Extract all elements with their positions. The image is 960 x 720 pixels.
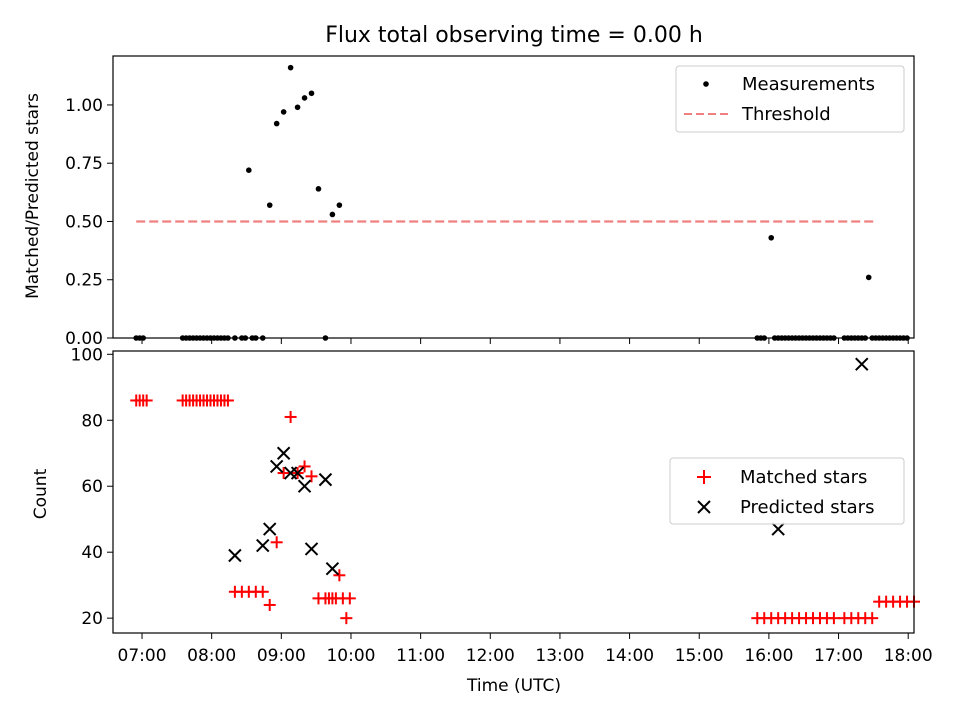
legend-predicted-label: Predicted stars (740, 497, 874, 518)
bottom-x-tick-label: 17:00 (814, 646, 863, 666)
bottom-x-tick-label: 15:00 (675, 646, 724, 666)
bottom-panel: Count Time (UTC) 20 40 60 80 100 07:00 08:00 09… (31, 345, 933, 696)
top-plot-frame (112, 55, 915, 339)
top-y-tick-label: 0.75 (65, 154, 103, 174)
bottom-x-tick-label: 13:00 (535, 646, 584, 666)
matched-star-point (866, 612, 879, 625)
matched-star-point (322, 592, 335, 605)
predicted-star-point (304, 542, 319, 556)
matched-star-point (221, 394, 234, 407)
legend-threshold-label: Threshold (741, 104, 831, 125)
legend-predicted-marker (697, 500, 711, 514)
predicted-star-point (256, 538, 270, 553)
measurement-point (280, 109, 287, 115)
bottom-x-tick-label: 11:00 (396, 646, 445, 666)
predicted-star-point (290, 466, 305, 480)
predicted-star-point (318, 472, 333, 487)
predicted-star-points (228, 357, 869, 576)
bottom-y-tick-label: 20 (81, 609, 103, 629)
measurement-point (246, 167, 252, 173)
measurement-point (768, 234, 775, 241)
measurement-point (315, 186, 322, 192)
top-y-tick-label: 0.25 (65, 271, 103, 291)
predicted-star-point (269, 459, 284, 474)
x-axis-label: Time (UTC) (466, 676, 561, 696)
top-legend: Measurements Threshold (675, 65, 905, 133)
predicted-star-point (276, 446, 291, 460)
bottom-y-axis-label: Count (31, 468, 51, 519)
matched-star-points (130, 394, 920, 625)
measurement-point (287, 64, 294, 71)
matched-star-point (263, 598, 276, 611)
legend-measurement-marker (703, 81, 709, 87)
matched-star-point (270, 536, 283, 549)
top-panel: Flux total observing time = 0.00 h Match… (23, 23, 915, 349)
predicted-star-point (855, 357, 869, 371)
bottom-y-tick-label: 40 (81, 543, 103, 563)
predicted-star-point (325, 561, 340, 576)
matched-star-point (333, 569, 346, 582)
bottom-y-tick-label: 60 (81, 477, 103, 497)
matched-star-point (277, 467, 290, 480)
bottom-y-tick-label: 100 (71, 345, 103, 365)
matched-star-point (340, 612, 353, 625)
bottom-y-tick-label: 80 (81, 411, 103, 431)
measurement-point (865, 274, 872, 281)
top-y-tick-label: 0.50 (65, 212, 103, 232)
matched-star-point (305, 470, 318, 483)
bottom-x-tick-label: 07:00 (118, 646, 167, 666)
bottom-x-tick-label: 18:00 (884, 646, 933, 666)
bottom-legend-box (669, 457, 905, 525)
top-ticks: 0.00 0.25 0.50 0.75 1.00 (65, 96, 909, 349)
measurement-point (301, 95, 308, 101)
bottom-x-tick-label: 16:00 (744, 646, 793, 666)
top-legend-box (675, 65, 905, 133)
measurement-point (336, 202, 343, 208)
bottom-x-tick-label: 08:00 (187, 646, 236, 666)
bottom-x-tick-label: 12:00 (466, 646, 515, 666)
matched-star-point (140, 394, 153, 407)
top-y-tick-label: 0.00 (65, 329, 103, 349)
top-chart-title: Flux total observing time = 0.00 h (325, 23, 703, 48)
legend-measurements-label: Measurements (742, 74, 875, 95)
bottom-x-tick-label: 09:00 (257, 646, 306, 666)
measurement-point (329, 211, 336, 218)
matched-star-point (298, 460, 311, 473)
predicted-star-point (771, 522, 785, 536)
matched-star-point (256, 585, 269, 598)
bottom-ticks: 20 40 60 80 100 07:00 08:00 09:00 10:00 11:00 12:0… (71, 345, 933, 666)
bottom-x-tick-label: 14:00 (605, 646, 654, 666)
bottom-x-tick-label: 10:00 (326, 646, 375, 666)
legend-matched-label: Matched stars (740, 467, 867, 488)
bottom-legend: Matched stars Predicted stars (669, 457, 905, 525)
matched-star-point (827, 612, 840, 625)
legend-matched-marker (697, 470, 711, 484)
predicted-star-point (297, 479, 312, 493)
measurement-point (266, 202, 273, 208)
bottom-plot-frame (112, 350, 915, 634)
predicted-star-point (228, 548, 242, 563)
measurement-point (308, 90, 315, 97)
matched-star-point (284, 410, 297, 423)
top-y-tick-label: 1.00 (65, 96, 103, 116)
measurement-point (273, 120, 280, 127)
measurement-point (294, 104, 301, 111)
top-y-axis-label: Matched/Predicted stars (23, 93, 43, 299)
predicted-star-point (263, 522, 277, 536)
